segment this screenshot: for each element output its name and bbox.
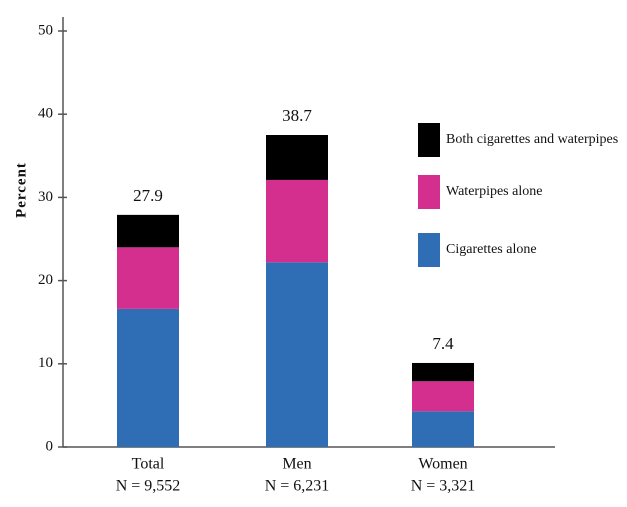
bar-segment: [117, 308, 179, 447]
n-label: N = 9,552: [116, 478, 181, 495]
y-tick-label: 40: [38, 106, 53, 122]
bar-segment: [412, 362, 474, 382]
bar-segment: [266, 135, 328, 180]
total-label: 38.7: [282, 106, 312, 125]
bar-segment: [117, 247, 179, 309]
x-tick-label: Total: [132, 456, 165, 473]
bar-segment: [412, 411, 474, 447]
y-tick-label: 20: [38, 272, 53, 288]
legend-label: Both cigarettes and waterpipes: [446, 132, 618, 147]
n-label: N = 6,231: [265, 478, 330, 495]
y-tick-label: 50: [38, 22, 53, 38]
y-tick-label: 30: [38, 189, 53, 205]
x-tick-label: Women: [418, 456, 467, 473]
total-label: 27.9: [133, 186, 163, 205]
bar-segment: [266, 262, 328, 447]
legend-swatch: [418, 123, 440, 157]
n-label: N = 3,321: [411, 478, 476, 495]
y-axis-label: Percent: [13, 162, 29, 218]
bar-segment: [266, 179, 328, 263]
bar-segment: [412, 381, 474, 412]
legend-swatch: [418, 233, 440, 267]
y-tick-label: 0: [46, 438, 54, 454]
total-label: 7.4: [432, 334, 454, 353]
bar-segment: [117, 214, 179, 248]
legend-label: Cigarettes alone: [446, 242, 537, 257]
legend-swatch: [418, 175, 440, 209]
y-tick-label: 10: [38, 355, 53, 371]
x-tick-label: Men: [282, 456, 311, 473]
legend-label: Waterpipes alone: [446, 184, 542, 199]
